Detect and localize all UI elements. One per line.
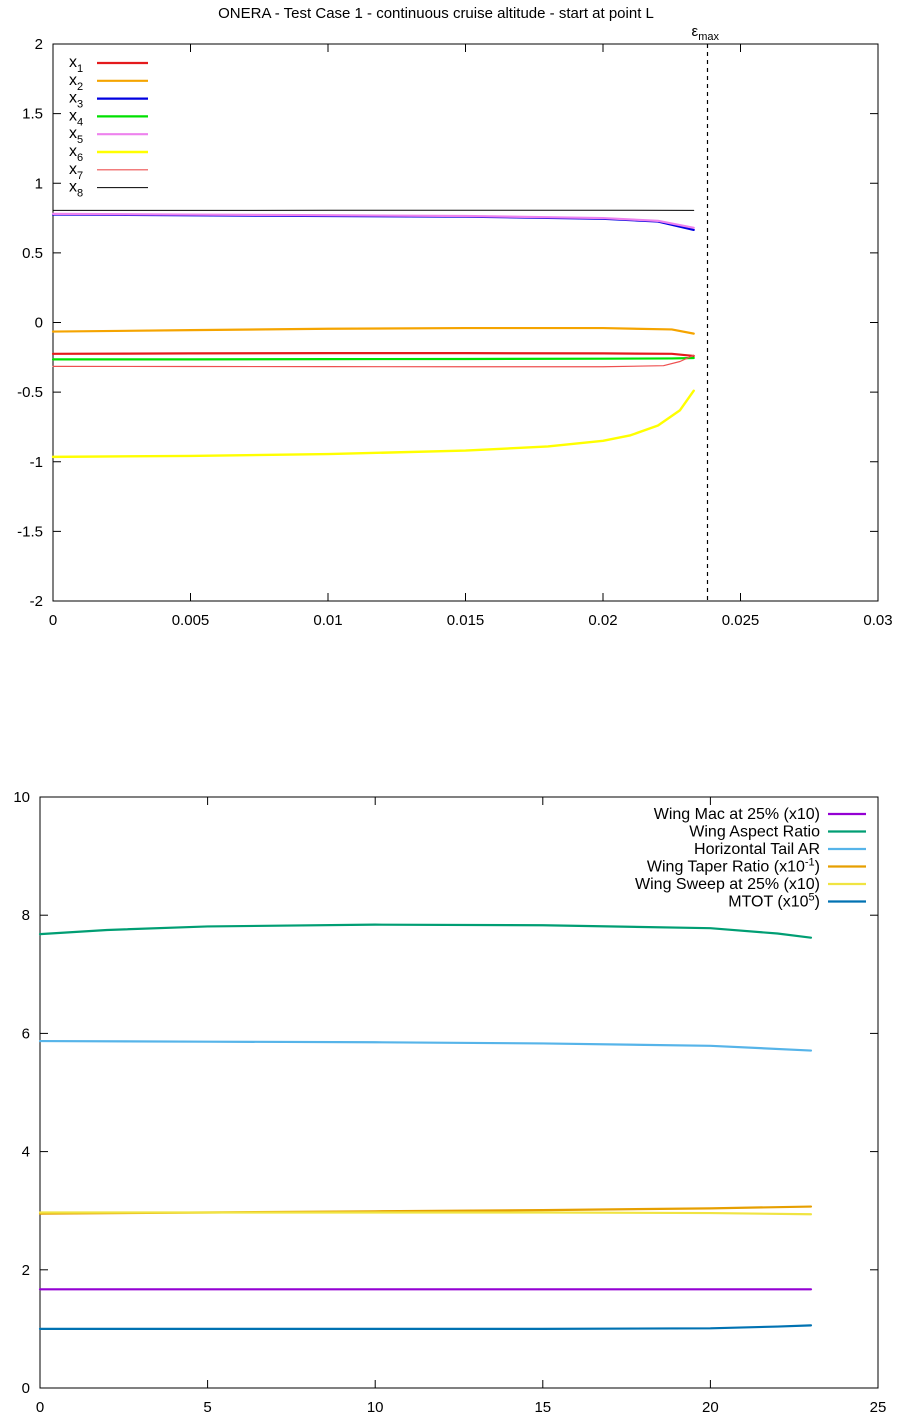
legend-label-base: x [69,54,77,71]
legend-label-base: x [69,143,77,160]
y-tick-label: 4 [22,1144,30,1161]
y-tick-label: 0 [22,1380,30,1397]
legend-label: Wing Sweep at 25% (x10) [635,876,820,893]
legend-label: Wing Mac at 25% (x10) [654,806,820,823]
series-line-5 [38,1211,813,1216]
x-tick-label: 25 [870,1399,887,1416]
chart-title: ONERA - Test Case 1 - continuous cruise … [218,5,654,22]
x-tick-label: 0.01 [313,612,342,629]
legend-label: x7 [69,161,83,182]
legend: Wing Mac at 25% (x10)Wing Aspect RatioHo… [635,806,866,911]
legend-label-base: Wing Sweep at 25% (x10) [635,876,820,893]
trajectory-chart: ONERA - Test Case 1 - continuous cruise … [17,5,892,629]
legend-label-subscript: 4 [77,116,83,128]
series-line-6 [51,389,695,459]
y-tick-label: 0.5 [22,245,43,262]
series-line-3 [51,213,695,231]
series-lines [38,923,813,1331]
series-line-4 [51,356,695,361]
y-tick-label: 6 [22,1025,30,1042]
y-tick-label: 10 [13,789,30,806]
series-lines [51,209,695,459]
epsilon-max-annotation: εmax [692,23,720,601]
legend-label-superscript: 5 [809,892,815,904]
legend-label-subscript: 3 [77,99,83,111]
series-line-5 [51,212,695,229]
series-line-3 [38,1039,813,1052]
plot-frame [39,796,879,1389]
legend-label-subscript: 1 [77,63,83,75]
x-tick-label: 0 [36,1399,44,1416]
y-tick-label: 1.5 [22,106,43,123]
legend-label-base: Wing Aspect Ratio [689,824,820,841]
legend-label-subscript: 7 [77,170,83,182]
y-tick-label: -2 [30,593,43,610]
y-tick-label: 8 [22,907,30,924]
legend-label: Wing Aspect Ratio [689,824,820,841]
legend-label: x6 [69,143,83,164]
x-tick-label: 0.015 [447,612,485,629]
legend-label: x8 [69,179,83,200]
legend-label-subscript: 5 [77,134,83,146]
epsilon-subscript: max [698,31,719,43]
legend-label-base: x [69,72,77,89]
legend-label-base: x [69,179,77,196]
axis-ticks: 0 5 10 15 20 25 0 2 4 6 8 10 [13,789,886,1416]
legend-label-base: x [69,125,77,142]
series-line-6 [38,1324,813,1331]
x-tick-label: 15 [534,1399,551,1416]
series-line-2 [51,326,695,335]
y-tick-label: -0.5 [17,384,43,401]
y-tick-label: 0 [35,315,43,332]
legend-label-base: x [69,90,77,107]
axis-ticks: 0 0.005 0.01 0.015 0.02 0.025 0.03 -2 -1.5 -1 -0.5… [17,36,892,629]
y-tick-label: -1.5 [17,523,43,540]
legend-label: x2 [69,72,83,93]
legend-label-base: x [69,107,77,124]
legend-label-base: Wing Taper Ratio (x10 [647,859,805,876]
x-tick-label: 0 [49,612,57,629]
legend-label-base: Wing Mac at 25% (x10) [654,806,820,823]
legend-label-tail: ) [815,894,820,911]
plot-frame [52,43,879,602]
legend-label: Wing Taper Ratio (x10-1) [647,857,820,876]
legend-label: x3 [69,90,83,111]
x-tick-label: 0.005 [172,612,210,629]
legend-label-subscript: 6 [77,152,83,164]
x-tick-label: 20 [702,1399,719,1416]
epsilon-max-label: εmax [692,23,720,43]
x-tick-label: 0.025 [722,612,760,629]
legend-label-base: MTOT (x10 [728,894,808,911]
epsilon-symbol: ε [692,23,699,40]
legend-label-subscript: 2 [77,81,83,93]
legend-label: MTOT (x105) [728,892,820,911]
legend-label-tail: ) [815,859,820,876]
y-tick-label: 2 [22,1262,30,1279]
y-tick-label: -1 [30,454,43,471]
legend-label-base: x [69,161,77,178]
legend-label: x1 [69,54,83,75]
y-tick-label: 2 [35,36,43,53]
legend-label: Horizontal Tail AR [694,841,820,858]
legend-label: x5 [69,125,83,146]
series-line-2 [38,923,813,939]
x-tick-label: 5 [203,1399,211,1416]
legend-label-base: Horizontal Tail AR [694,841,820,858]
x-tick-label: 0.02 [588,612,617,629]
legend-label: x4 [69,107,83,128]
x-tick-label: 0.03 [863,612,892,629]
x-tick-label: 10 [367,1399,384,1416]
legend-label-superscript: -1 [805,857,815,869]
series-line-1 [51,352,695,358]
series-line-7 [52,354,695,368]
y-tick-label: 1 [35,175,43,192]
legend-label-subscript: 8 [77,188,83,200]
